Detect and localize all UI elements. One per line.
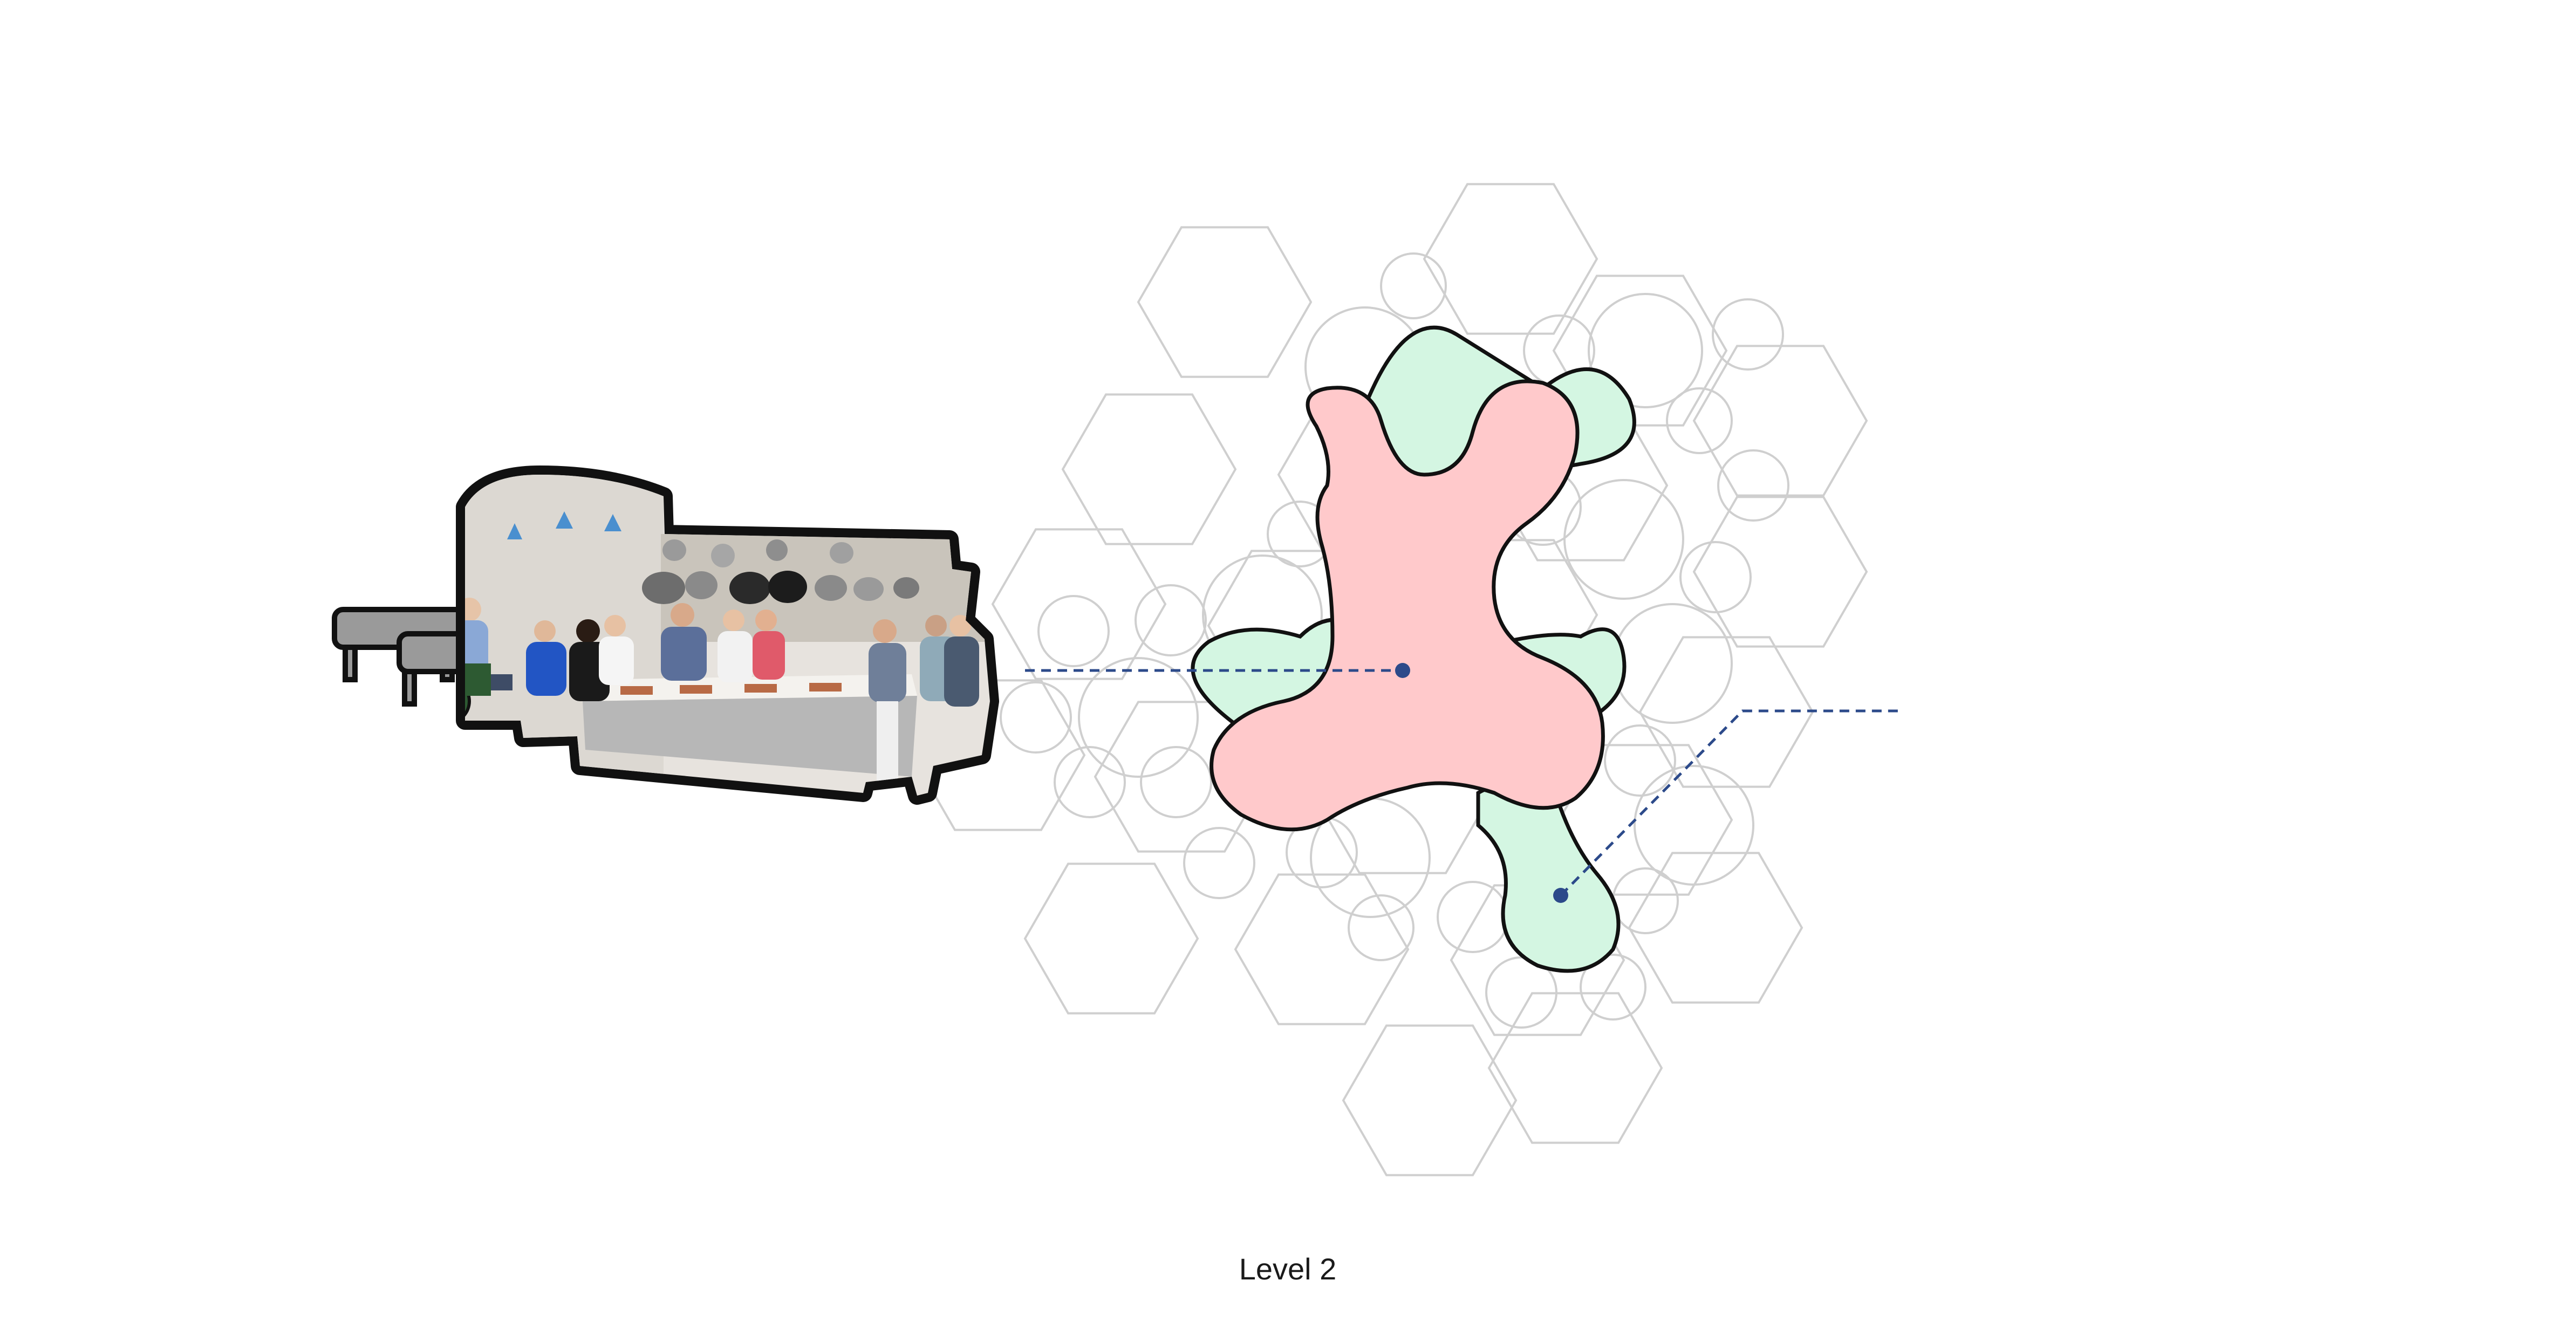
grid-circle <box>1348 894 1415 961</box>
grid-circle <box>1717 449 1789 522</box>
grid-hexagon <box>1638 636 1814 788</box>
level-caption: Level 2 <box>1239 1252 1337 1286</box>
anchor-dot-lobe <box>1553 888 1568 903</box>
ceiling-lamp-icon <box>507 511 621 539</box>
grid-circle <box>1000 681 1072 754</box>
wheelchair-icon <box>465 663 491 724</box>
kitchen-photo-cutout <box>332 465 999 805</box>
grid-hexagon <box>991 528 1167 680</box>
grid-circle <box>1437 881 1509 953</box>
grid-circle <box>1563 479 1684 600</box>
grid-hexagon <box>1342 1024 1518 1176</box>
grid-circle <box>1634 765 1754 886</box>
grid-circle <box>1380 252 1447 319</box>
grid-hexagon <box>1692 496 1868 648</box>
leader-line-right <box>1560 709 1899 896</box>
grid-hexagon <box>1023 862 1199 1015</box>
grid-circle <box>1078 657 1199 778</box>
kitchen-island-icon <box>583 674 917 777</box>
program-blob <box>1191 325 1636 973</box>
grid-circle <box>1612 603 1733 724</box>
grid-circle <box>1604 724 1676 797</box>
leader-lines <box>1025 669 1899 896</box>
grid-hexagon <box>1628 852 1803 1004</box>
grid-circle <box>1054 746 1126 818</box>
grid-circle <box>1485 956 1557 1029</box>
grid-circle <box>1140 746 1212 818</box>
grid-circle <box>1666 387 1733 454</box>
grid-circle <box>1037 595 1110 667</box>
pink-core <box>1210 379 1605 832</box>
grid-circle <box>1183 827 1255 899</box>
hanging-pots-icon <box>642 539 919 604</box>
person-icon <box>465 598 979 782</box>
grid-circle <box>1679 541 1752 613</box>
grid-hexagon <box>1552 275 1728 427</box>
anchor-dot-core <box>1395 663 1410 678</box>
grid-circle <box>1135 584 1207 656</box>
grid-hexagon <box>1692 345 1868 497</box>
grid-circle <box>1580 954 1646 1021</box>
grid-circle <box>1588 293 1703 408</box>
grid-hexagon <box>1234 873 1410 1025</box>
grid-hexagon <box>1061 393 1237 545</box>
grid-hexagon <box>1487 992 1663 1144</box>
grid-hexagon <box>1137 226 1313 378</box>
grid-hexagon <box>1423 183 1598 335</box>
grid-circle <box>1712 298 1784 371</box>
